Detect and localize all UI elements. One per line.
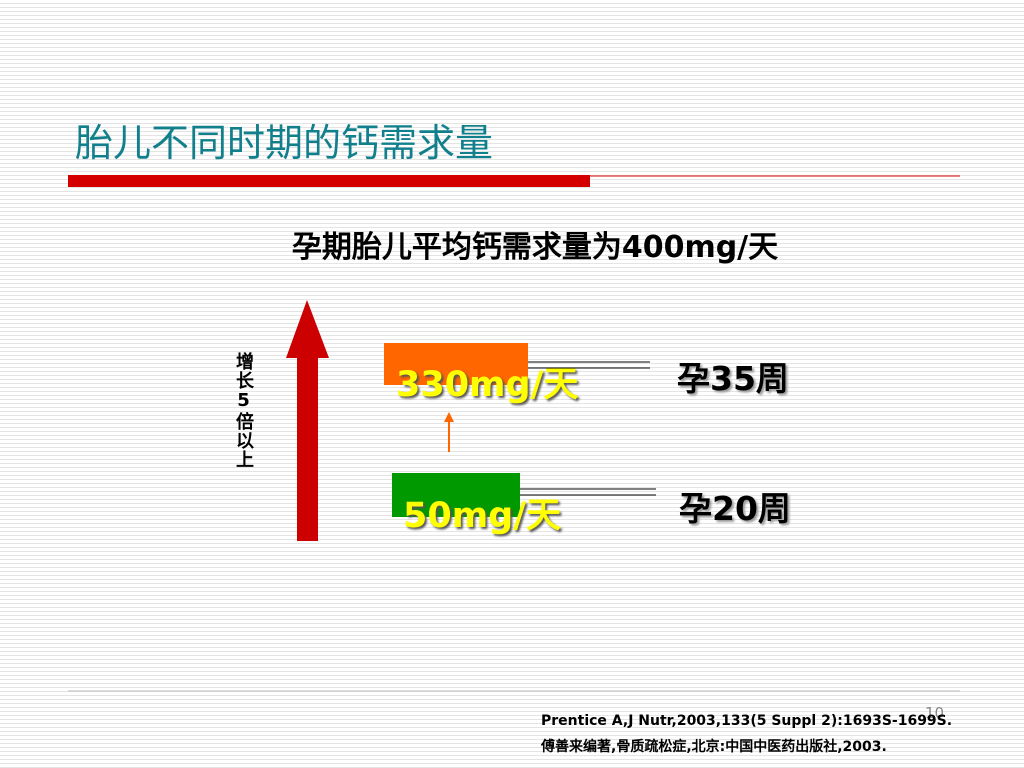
growth-arrow-head: [286, 300, 329, 358]
side-label: 增长5倍以上: [233, 352, 254, 469]
title-underline-bar: [68, 175, 590, 187]
reference: Prentice A,J Nutr,2003,133(5 Suppl 2):16…: [541, 713, 953, 729]
level-box-low: [392, 473, 520, 517]
reference: 傅善来编著,骨质疏松症,北京:中国中医药出版社,2003.: [541, 739, 887, 755]
title: 胎儿不同时期的钙需求量: [75, 121, 494, 165]
small-arrow-head: [444, 412, 454, 422]
amount-label: 50mg/天: [403, 496, 562, 536]
level-box-high: [384, 343, 528, 385]
growth-arrow-shaft: [297, 355, 318, 541]
amount-label: 330mg/天: [396, 365, 579, 405]
week-label: 孕35周: [677, 359, 789, 398]
subtitle: 孕期胎儿平均钙需求量为400mg/天: [291, 230, 779, 265]
page-number: 10: [925, 704, 945, 722]
week-label: 孕20周: [679, 489, 791, 528]
